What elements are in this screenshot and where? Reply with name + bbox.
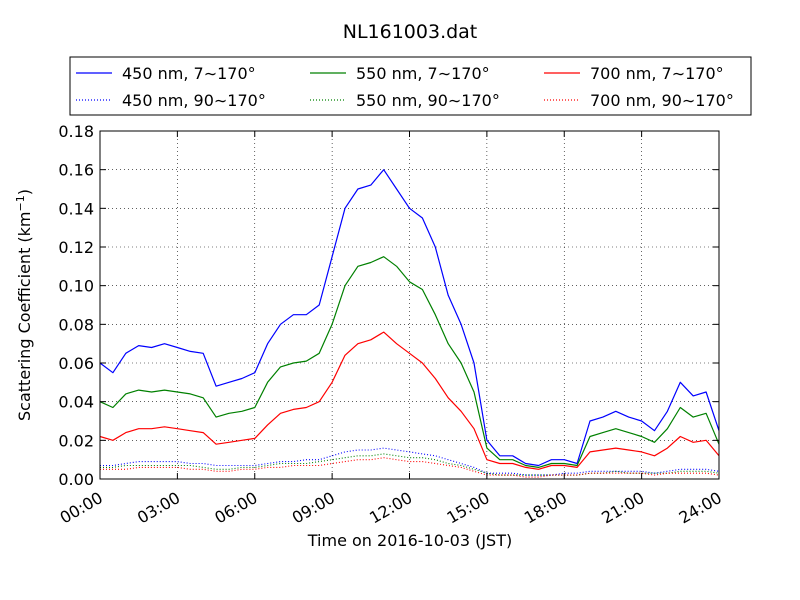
- x-tick-label: 18:00: [521, 488, 570, 528]
- legend: 450 nm, 7∼170° 450 nm, 90∼170° 550 nm, 7∼1…: [69, 56, 752, 116]
- x-tick-label: 24:00: [676, 488, 725, 528]
- legend-label-5: 700 nm, 90∼170°: [590, 91, 734, 110]
- y-axis-label-sup: −1: [14, 195, 27, 211]
- y-axis-label-main: Scattering Coefficient (km: [15, 211, 34, 421]
- legend-label-2: 550 nm, 7∼170°: [356, 64, 490, 83]
- x-axis-label: Time on 2016-10-03 (JST): [307, 531, 512, 550]
- grid: [100, 131, 719, 479]
- series-line-4: [99, 331, 720, 470]
- x-tick-label: 15:00: [443, 488, 492, 528]
- x-tick-label: 21:00: [598, 488, 647, 528]
- y-tick-label: 0.08: [58, 315, 94, 334]
- y-tick-label: 0.02: [58, 431, 94, 450]
- y-tick-label: 0.00: [58, 470, 94, 489]
- y-tick-label: 0.18: [58, 122, 94, 141]
- x-tick-label: 09:00: [289, 488, 338, 528]
- chart-title: NL161003.dat: [343, 21, 478, 43]
- series-line-1: [100, 447, 720, 476]
- y-axis-label-end: ): [15, 189, 34, 195]
- x-tick-label: 00:00: [57, 488, 106, 528]
- legend-frame: [69, 56, 752, 116]
- series-line-0: [99, 169, 720, 467]
- legend-label-0: 450 nm, 7∼170°: [122, 64, 256, 83]
- y-axis-label: Scattering Coefficient (km−1): [14, 189, 34, 421]
- y-tick-label: 0.06: [58, 354, 94, 373]
- y-tick-label: 0.12: [58, 238, 94, 257]
- legend-label-4: 700 nm, 7∼170°: [590, 64, 724, 83]
- legend-label-3: 550 nm, 90∼170°: [356, 91, 500, 110]
- x-tick-label: 12:00: [366, 488, 415, 528]
- series-line-2: [99, 256, 720, 468]
- series-layer: [99, 169, 720, 478]
- x-tick-label: 03:00: [134, 488, 183, 528]
- series-line-5: [100, 457, 720, 478]
- y-tick-label: 0.10: [58, 277, 94, 296]
- x-tick-label: 06:00: [211, 488, 260, 528]
- y-tick-label: 0.16: [58, 161, 94, 180]
- y-tick-label: 0.04: [58, 393, 94, 412]
- legend-label-1: 450 nm, 90∼170°: [122, 91, 266, 110]
- y-tick-label: 0.14: [58, 199, 94, 218]
- ticks: 00:00 03:00 06:00 09:00 12:00 15:00 18:00 21:00…: [57, 122, 725, 528]
